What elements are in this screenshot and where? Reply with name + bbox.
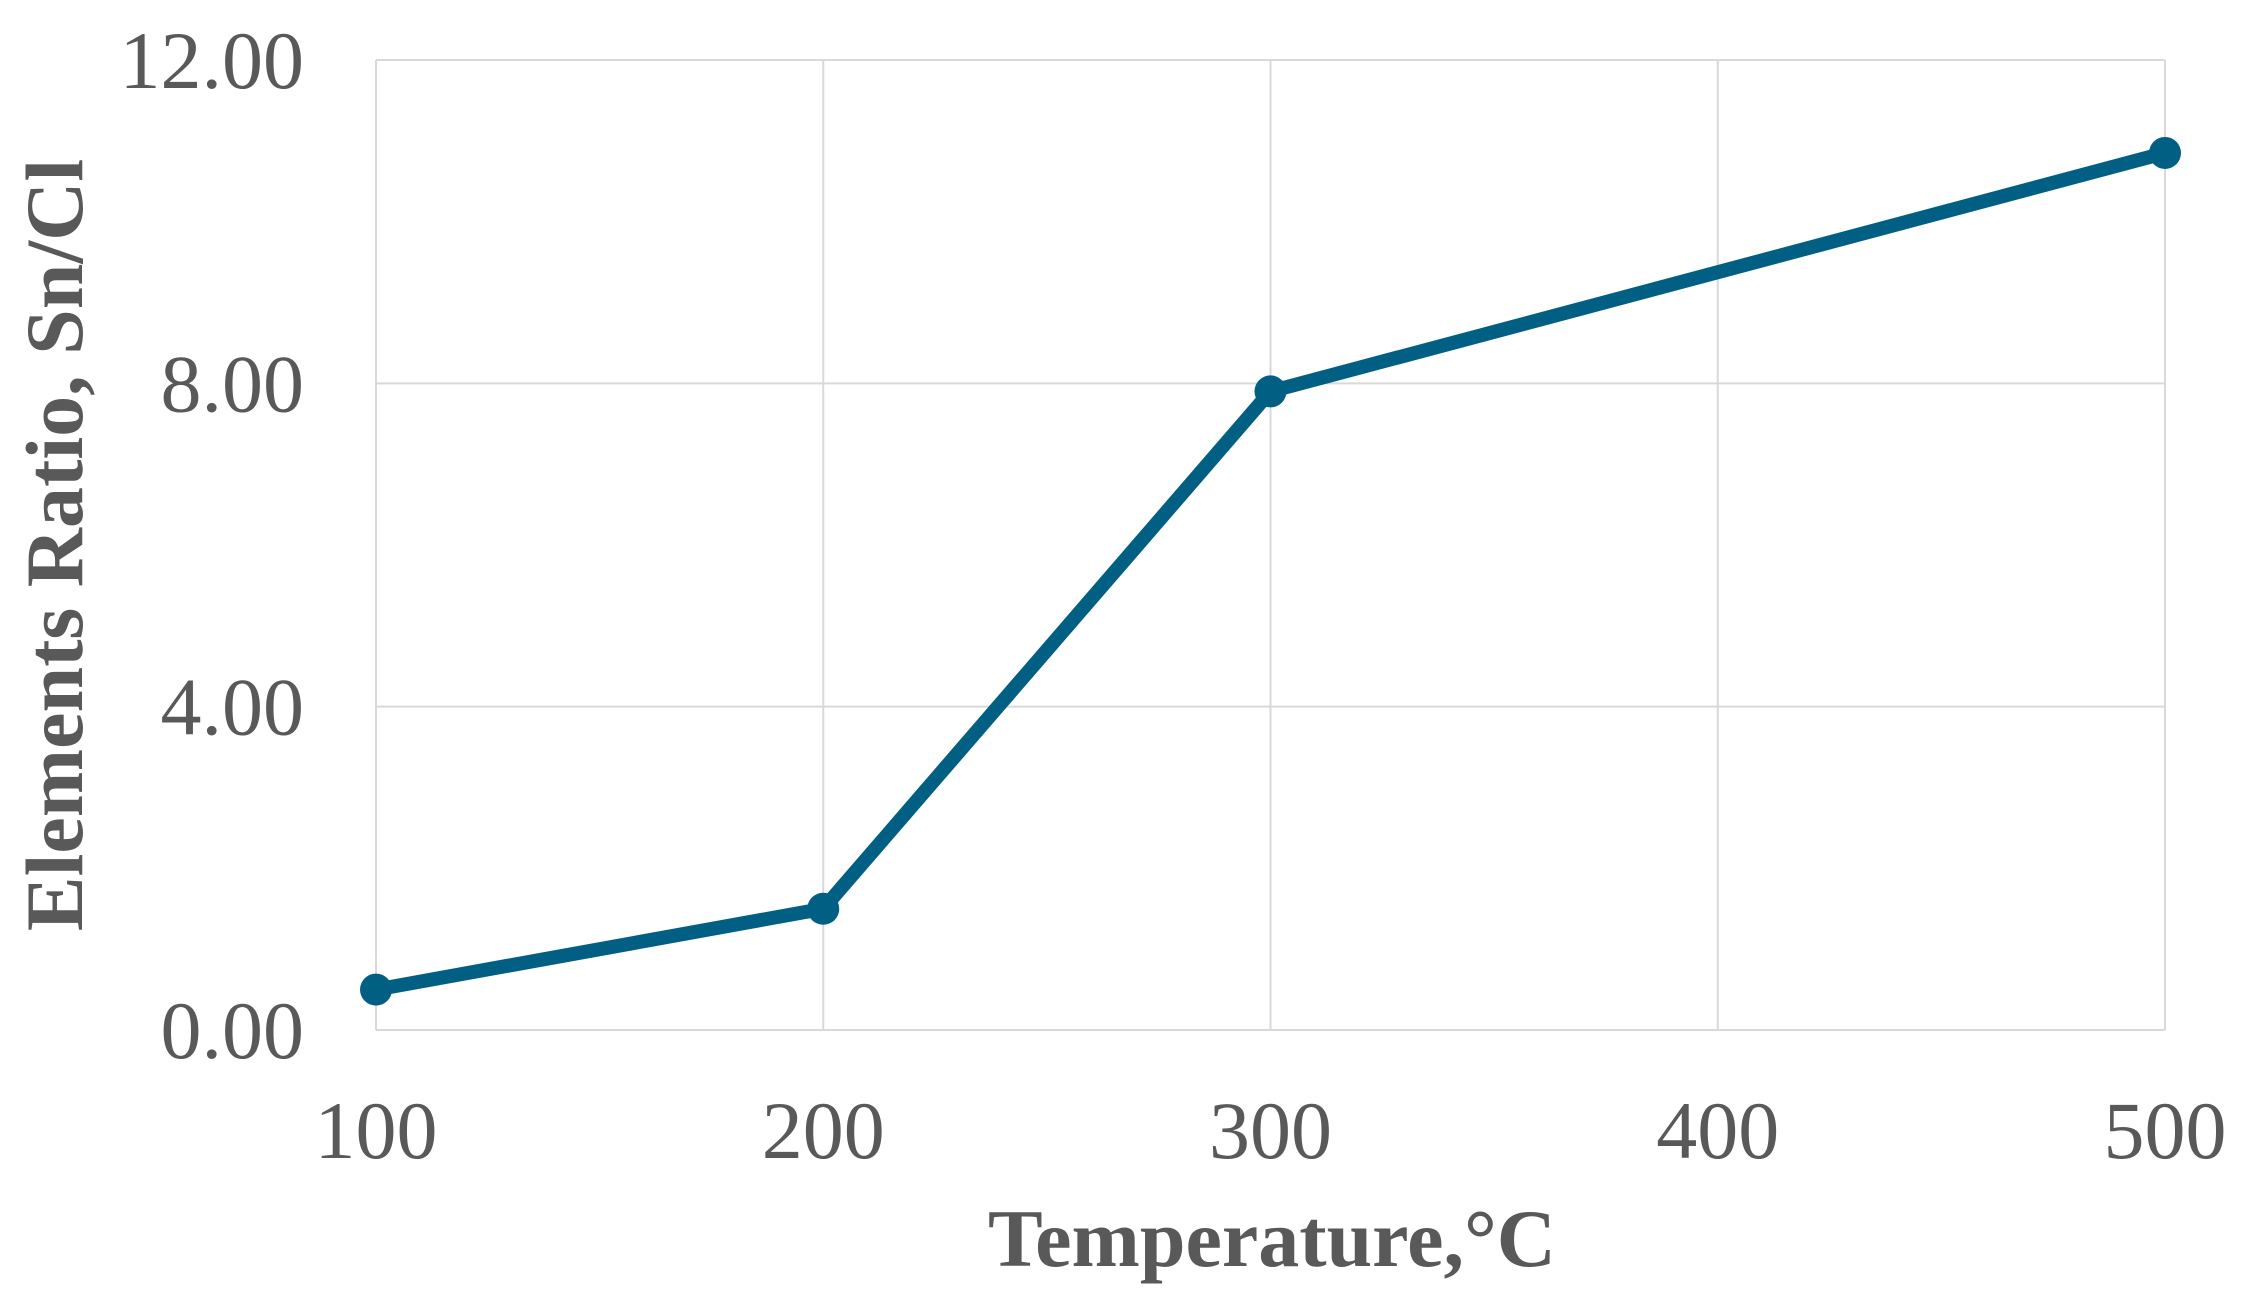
data-point bbox=[1254, 375, 1287, 408]
x-axis-title: Temperature,°C bbox=[988, 1193, 1556, 1284]
x-tick-label: 400 bbox=[1656, 1085, 1779, 1176]
grid bbox=[375, 59, 2166, 1031]
series-layer bbox=[360, 136, 2181, 1006]
data-point bbox=[807, 892, 840, 925]
x-tick-label: 300 bbox=[1209, 1085, 1332, 1176]
x-tick-label: 200 bbox=[762, 1085, 885, 1176]
y-tick-label: 4.00 bbox=[161, 662, 305, 753]
x-tick-label: 100 bbox=[315, 1085, 438, 1176]
y-tick-label: 8.00 bbox=[161, 338, 305, 429]
series-line bbox=[369, 145, 2172, 997]
tick-labels: 0.00 4.00 8.00 12.00 100 200 300 400 500 bbox=[120, 15, 2227, 1176]
x-tick-label: 500 bbox=[2104, 1085, 2227, 1176]
y-tick-label: 0.00 bbox=[161, 985, 305, 1076]
data-point bbox=[2149, 136, 2181, 169]
data-point bbox=[360, 973, 392, 1006]
y-tick-label: 12.00 bbox=[120, 15, 305, 106]
y-axis-title: Elements Ratio, Sn/Cl bbox=[9, 159, 100, 931]
